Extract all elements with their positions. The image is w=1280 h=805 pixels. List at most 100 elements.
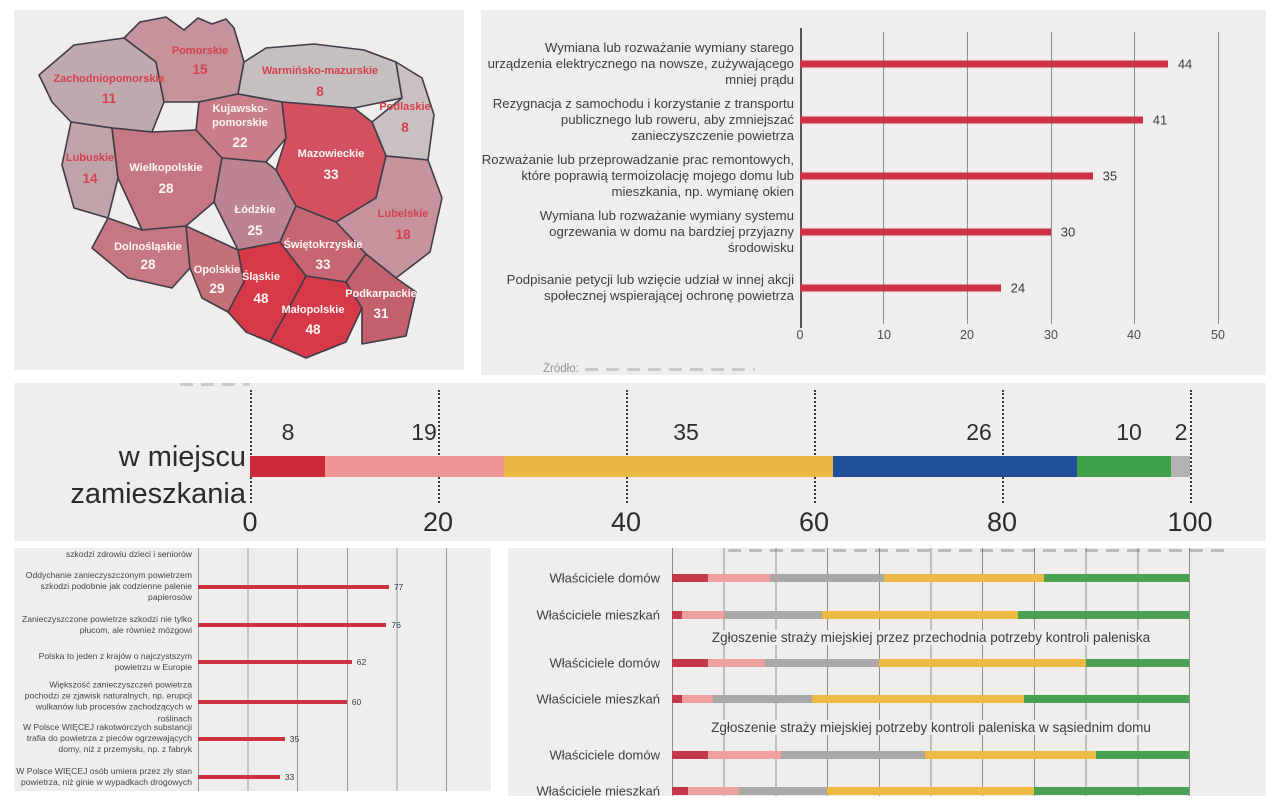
gridline <box>1002 390 1004 503</box>
bar-segment <box>325 456 504 477</box>
bar-segment <box>687 787 740 795</box>
bar-segment <box>765 659 879 667</box>
bar-line: 44 <box>800 56 1192 71</box>
bar-value: 76 <box>391 620 401 630</box>
gridline <box>1134 32 1135 324</box>
stacked-bar <box>672 574 1189 582</box>
x-tick: 10 <box>877 328 891 342</box>
bar-line: 24 <box>800 280 1025 295</box>
gridline <box>626 390 628 503</box>
bar-row: Podpisanie petycji lub wzięcie udział w … <box>481 260 1254 315</box>
region-value: 15 <box>192 62 208 77</box>
region-label: Warmińsko-mazurskie <box>262 65 378 77</box>
bar-line: 60 <box>198 697 361 707</box>
bar-segment <box>883 574 1045 582</box>
truncated-text-smudge <box>180 383 250 386</box>
x-tick: 20 <box>960 328 974 342</box>
truncated-text-smudge <box>584 367 755 371</box>
bar-segment <box>682 695 714 703</box>
region-zachodniopomorskie <box>38 37 165 133</box>
bar-label: Wymiana lub rozważanie wymiany starego u… <box>487 39 794 87</box>
bar-row: Wymiana lub rozważanie wymiany starego u… <box>481 35 1254 92</box>
region-value: 8 <box>401 120 409 135</box>
segment-value: 10 <box>1116 419 1142 445</box>
bar <box>198 623 387 627</box>
bar-label: Oddychanie zanieczyszczonym powietrzem s… <box>25 570 192 603</box>
bar-value: 41 <box>1152 112 1168 127</box>
owners-stacked-bars-panel: Właściciele domów Właściciele mieszkań Z… <box>508 548 1266 796</box>
bar-segment <box>672 611 683 619</box>
bar-line: 77 <box>198 582 403 592</box>
residence-stacked-bar-panel: w miejscu zamieszkania 8 19 35 26 10 2 0… <box>14 383 1266 541</box>
row-label: Właściciele domów <box>549 570 660 586</box>
bar-value: 44 <box>1177 56 1193 71</box>
region-label: Pomorskie <box>172 45 228 57</box>
x-tick: 100 <box>1167 507 1213 537</box>
bar-value: 24 <box>1010 280 1026 295</box>
stacked-bar <box>672 659 1189 667</box>
bar-segment <box>672 751 709 759</box>
source-footnote-truncated: Źródło: <box>543 363 755 375</box>
region-label: Śląskie <box>242 270 280 283</box>
region-label: Małopolskie <box>282 304 345 316</box>
bar-segment <box>672 787 688 795</box>
region-label: pomorskie <box>212 117 268 129</box>
bar-label: Polska to jeden z krajów o najczystszym … <box>38 650 192 672</box>
truncated-heading-smudge <box>728 549 1228 552</box>
bar-segment <box>1033 787 1189 795</box>
bar-line: 35 <box>800 168 1117 183</box>
bar-line: 76 <box>198 620 401 630</box>
region-lubuskie <box>61 121 119 219</box>
row-label: Właściciele domów <box>549 747 660 763</box>
region-label: Dolnośląskie <box>114 241 182 253</box>
bar-row: Rezygnacja z samochodu i korzystanie z t… <box>481 91 1254 148</box>
bar-line: 33 <box>198 772 294 782</box>
region-label: Podkarpackie <box>345 288 417 300</box>
region-value: 29 <box>209 281 224 296</box>
region-value: 48 <box>305 322 321 337</box>
region-value: 28 <box>158 181 174 196</box>
region-label: Lubuskie <box>66 152 114 164</box>
x-tick: 40 <box>1127 328 1141 342</box>
bar <box>198 585 389 589</box>
bar-segment <box>250 456 326 477</box>
region-label: Wielkopolskie <box>129 162 202 174</box>
row-label-line2: zamieszkania <box>70 478 246 510</box>
x-tick: 0 <box>242 507 258 537</box>
segment-value: 8 <box>281 419 295 445</box>
row-label: w miejscu zamieszkania <box>14 439 246 513</box>
actions-bar-chart-panel: Wymiana lub rozważanie wymiany starego u… <box>481 10 1266 375</box>
x-tick: 30 <box>1044 328 1058 342</box>
bar-segment <box>672 574 709 582</box>
bar-segment <box>708 751 781 759</box>
row-label: Właściciele mieszkań <box>536 783 660 797</box>
region-label: Podlaskie <box>379 101 430 113</box>
bar-line: 62 <box>198 657 366 667</box>
x-tick: 0 <box>796 328 804 342</box>
source-label: Źródło: <box>543 363 579 375</box>
row-label: Właściciele mieszkań <box>536 607 660 623</box>
region-value: 18 <box>395 227 411 242</box>
segment-value: 35 <box>673 419 699 445</box>
group-heading: Zgłoszenie straży miejskiej potrzeby kon… <box>672 720 1190 735</box>
bar-segment <box>832 456 1078 477</box>
bar-segment <box>739 787 828 795</box>
x-tick: 40 <box>610 507 642 537</box>
region-value: 11 <box>102 91 117 106</box>
bar-segment <box>503 456 833 477</box>
region-value: 8 <box>316 84 324 99</box>
stacked-bar <box>672 611 1189 619</box>
bar-label: Rezygnacja z samochodu i korzystanie z t… <box>492 95 794 143</box>
beliefs-bar-chart-panel: szkodzi zdrowiu dzieci i seniorów Oddych… <box>14 548 491 791</box>
poland-map-panel: Zachodniopomorskie 11 Pomorskie 15 Warmi… <box>14 10 464 370</box>
bar-segment <box>770 574 884 582</box>
bar-value: 77 <box>393 582 404 592</box>
segment-value: 26 <box>966 419 992 445</box>
region-value: 28 <box>140 257 156 272</box>
bar-segment <box>1023 695 1189 703</box>
segment-value: 2 <box>1174 419 1188 445</box>
bar-segment <box>925 751 1096 759</box>
group-heading-text: Zgłoszenie straży miejskiej potrzeby kon… <box>703 720 1159 735</box>
bar-segment <box>713 695 812 703</box>
group-heading: Zgłoszenie straży miejskiej przez przech… <box>672 630 1190 645</box>
